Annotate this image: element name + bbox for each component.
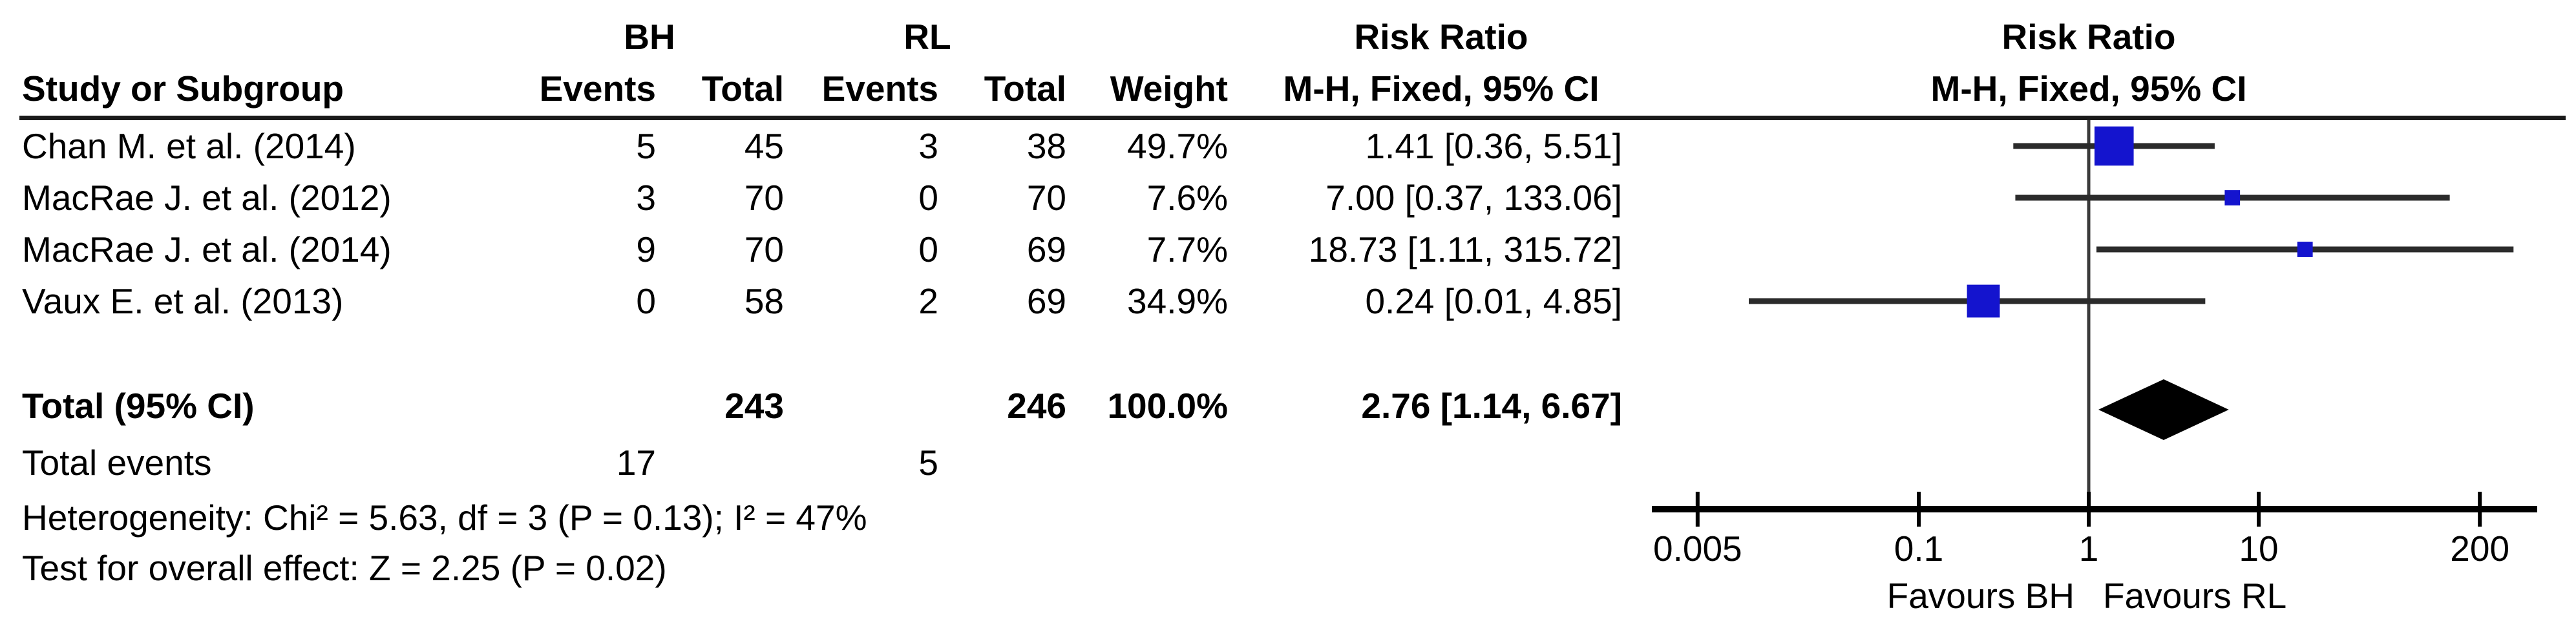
total-row-label: Total (95% CI): [22, 386, 255, 426]
total-bh-value: 58: [744, 281, 784, 321]
total-rl-value: 69: [1026, 229, 1066, 269]
col-header-events-rl: Events: [821, 68, 938, 109]
ci-value: 0.24 [0.01, 4.85]: [1365, 281, 1622, 321]
col-header-ci-method: M-H, Fixed, 95% CI: [1283, 68, 1599, 109]
weight-value: 49.7%: [1127, 126, 1228, 166]
total-events-label: Total events: [22, 443, 212, 483]
total-rl-value: 69: [1026, 281, 1066, 321]
favours-left-label: Favours BH: [1886, 576, 2075, 616]
weight-value: 7.7%: [1146, 229, 1228, 269]
col-header-study: Study or Subgroup: [22, 68, 344, 109]
total-events-bh-value: 17: [616, 443, 656, 483]
ci-value: 18.73 [1.11, 315.72]: [1308, 229, 1622, 269]
axis-tick-label: 1: [2078, 529, 2099, 569]
weight-value: 34.9%: [1127, 281, 1228, 321]
study-weight-square: [1967, 284, 2000, 318]
study-weight-square: [2297, 242, 2313, 257]
study-name: Vaux E. et al. (2013): [22, 281, 344, 321]
group-header-rl: RL: [903, 17, 951, 57]
events-bh-value: 9: [636, 229, 656, 269]
pooled-ci-value: 2.76 [1.14, 6.67]: [1361, 386, 1622, 426]
col-header-total-bh: Total: [701, 68, 784, 109]
total-weight: 100.0%: [1107, 386, 1228, 426]
plot-subtitle: M-H, Fixed, 95% CI: [1930, 68, 2247, 109]
total-bh-value: 70: [744, 178, 784, 218]
pooled-effect-diamond: [2098, 379, 2229, 440]
weight-value: 7.6%: [1146, 178, 1228, 218]
events-rl-value: 2: [918, 281, 938, 321]
events-rl-value: 3: [918, 126, 938, 166]
ci-value: 7.00 [0.37, 133.06]: [1325, 178, 1622, 218]
header-divider-line: [19, 116, 2566, 120]
study-weight-square: [2224, 190, 2241, 205]
total-rl-sum: 246: [1007, 386, 1066, 426]
col-header-events-bh: Events: [539, 68, 656, 109]
study-name: MacRae J. et al. (2014): [22, 229, 392, 269]
total-bh-value: 45: [744, 126, 784, 166]
events-rl-value: 0: [918, 178, 938, 218]
total-bh-sum: 243: [724, 386, 784, 426]
risk-ratio-column-header: Risk Ratio: [1354, 17, 1528, 57]
total-bh-value: 70: [744, 229, 784, 269]
axis-tick-label: 0.005: [1653, 529, 1742, 569]
col-header-total-rl: Total: [984, 68, 1066, 109]
ci-value: 1.41 [0.36, 5.51]: [1365, 126, 1622, 166]
events-bh-value: 3: [636, 178, 656, 218]
axis-tick-label: 200: [2450, 529, 2510, 569]
axis-tick-label: 10: [2239, 529, 2279, 569]
overall-effect-text: Test for overall effect: Z = 2.25 (P = 0…: [22, 548, 667, 588]
study-name: Chan M. et al. (2014): [22, 126, 356, 166]
favours-right-label: Favours RL: [2103, 576, 2287, 616]
events-bh-value: 5: [636, 126, 656, 166]
heterogeneity-text: Heterogeneity: Chi² = 5.63, df = 3 (P = …: [22, 498, 867, 538]
events-bh-value: 0: [636, 281, 656, 321]
study-name: MacRae J. et al. (2012): [22, 178, 392, 218]
events-rl-value: 0: [918, 229, 938, 269]
group-header-bh: BH: [624, 17, 675, 57]
total-rl-value: 70: [1026, 178, 1066, 218]
axis-tick-label: 0.1: [1894, 529, 1944, 569]
study-weight-square: [2094, 126, 2134, 166]
plot-title: Risk Ratio: [2001, 17, 2176, 57]
col-header-weight: Weight: [1110, 68, 1228, 109]
total-events-rl-value: 5: [918, 443, 938, 483]
total-rl-value: 38: [1026, 126, 1066, 166]
